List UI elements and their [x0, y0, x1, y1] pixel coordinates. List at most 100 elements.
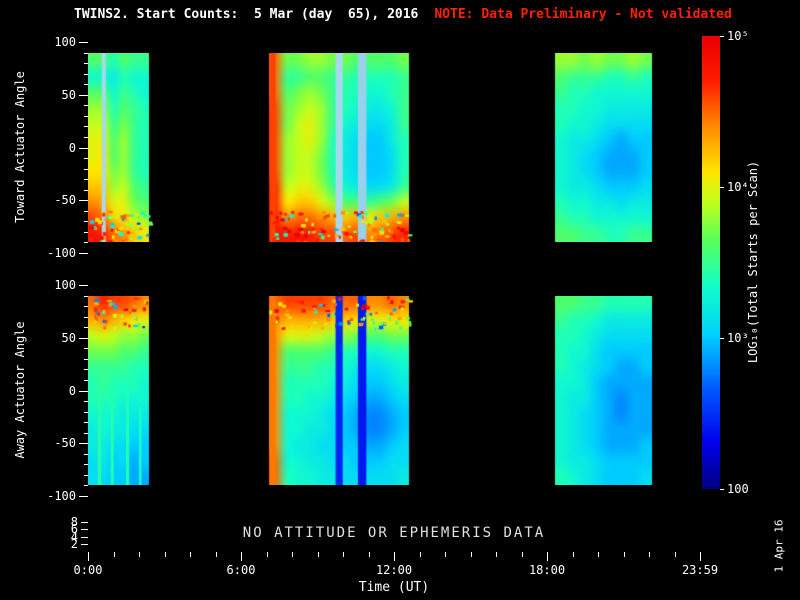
toward-y-tick — [79, 95, 88, 96]
toward-y-minor-tick — [84, 169, 88, 170]
away-y-tick-label: 0 — [68, 384, 76, 398]
away-spectrogram — [88, 296, 700, 485]
toward-y-minor-tick — [84, 137, 88, 138]
toward-spectrogram — [88, 53, 700, 242]
x-minor-tick — [675, 552, 676, 557]
away-y-tick — [79, 391, 88, 392]
toward-y-tick-label: 100 — [54, 35, 76, 49]
away-y-minor-tick — [84, 296, 88, 297]
x-tick-label: 23:59 — [681, 563, 719, 577]
away-y-minor-tick — [84, 485, 88, 486]
x-minor-tick — [369, 552, 370, 557]
x-minor-tick — [445, 552, 446, 557]
x-minor-tick — [318, 552, 319, 557]
x-tick-label: 18:00 — [528, 563, 566, 577]
away-y-minor-tick — [84, 348, 88, 349]
x-minor-tick — [598, 552, 599, 557]
x-minor-tick — [343, 552, 344, 557]
x-tick-label: 0:00 — [73, 563, 103, 577]
away-y-minor-tick — [84, 359, 88, 360]
x-minor-tick — [420, 552, 421, 557]
away-y-tick-label: -100 — [47, 489, 76, 503]
toward-y-tick — [79, 148, 88, 149]
away-y-minor-tick — [84, 327, 88, 328]
x-minor-tick — [522, 552, 523, 557]
toward-y-minor-tick — [84, 63, 88, 64]
away-y-tick — [79, 285, 88, 286]
colorbar-tick — [720, 187, 724, 188]
toward-y-tick-label: 50 — [61, 88, 76, 102]
away-y-minor-tick — [84, 380, 88, 381]
away-y-minor-tick — [84, 422, 88, 423]
away-y-minor-tick — [84, 433, 88, 434]
strip-y-tick-label: 6 — [70, 522, 78, 536]
colorbar-tick-label: 100 — [727, 482, 749, 496]
colorbar-tick-label: 10⁴ — [727, 180, 749, 194]
toward-y-minor-tick — [84, 53, 88, 54]
toward-y-minor-tick — [84, 242, 88, 243]
x-tick-label: 12:00 — [375, 563, 413, 577]
away-y-minor-tick — [84, 401, 88, 402]
no-data-strip: NO ATTITUDE OR EPHEMERIS DATA — [88, 514, 700, 552]
toward-y-minor-tick — [84, 158, 88, 159]
strip-y-tick-label: 4 — [70, 530, 78, 544]
x-minor-tick — [190, 552, 191, 557]
strip-y-tick — [81, 522, 88, 523]
away-y-minor-tick — [84, 317, 88, 318]
strip-y-tick-label: 8 — [70, 515, 78, 529]
x-minor-tick — [649, 552, 650, 557]
x-minor-tick — [573, 552, 574, 557]
colorbar-tick — [720, 36, 724, 37]
toward-y-tick-label: -100 — [47, 246, 76, 260]
away-y-tick-label: 100 — [54, 278, 76, 292]
away-y-minor-tick — [84, 369, 88, 370]
x-tick — [394, 552, 395, 561]
toward-y-tick — [79, 200, 88, 201]
colorbar — [702, 36, 720, 489]
toward-axis-label: Toward Actuator Angle — [13, 71, 27, 223]
x-minor-tick — [292, 552, 293, 557]
toward-y-tick — [79, 42, 88, 43]
away-y-tick — [79, 443, 88, 444]
strip-y-tick-label: 2 — [70, 537, 78, 551]
toward-y-minor-tick — [84, 74, 88, 75]
x-minor-tick — [496, 552, 497, 557]
x-minor-tick — [267, 552, 268, 557]
toward-y-minor-tick — [84, 84, 88, 85]
toward-y-minor-tick — [84, 126, 88, 127]
away-y-minor-tick — [84, 412, 88, 413]
strip-y-tick — [81, 529, 88, 530]
toward-y-minor-tick — [84, 105, 88, 106]
x-tick — [547, 552, 548, 561]
no-data-message: NO ATTITUDE OR EPHEMERIS DATA — [242, 525, 546, 541]
x-tick — [700, 552, 701, 561]
plot-title: TWINS2. Start Counts: 5 Mar (day 65), 20… — [74, 7, 419, 22]
x-tick — [88, 552, 89, 561]
date-stamp: 1 Apr 16 — [772, 519, 786, 573]
away-y-tick — [79, 496, 88, 497]
title-row: TWINS2. Start Counts: 5 Mar (day 65), 20… — [74, 7, 732, 22]
away-axis-label: Away Actuator Angle — [13, 321, 27, 459]
x-minor-tick — [216, 552, 217, 557]
x-minor-tick — [165, 552, 166, 557]
toward-y-minor-tick — [84, 179, 88, 180]
colorbar-tick — [720, 489, 724, 490]
away-y-tick — [79, 338, 88, 339]
away-y-tick-label: -50 — [54, 436, 76, 450]
away-y-minor-tick — [84, 464, 88, 465]
x-tick-label: 6:00 — [226, 563, 256, 577]
toward-y-minor-tick — [84, 116, 88, 117]
toward-y-tick-label: -50 — [54, 193, 76, 207]
x-tick — [241, 552, 242, 561]
colorbar-tick — [720, 338, 724, 339]
toward-y-minor-tick — [84, 232, 88, 233]
away-y-minor-tick — [84, 454, 88, 455]
toward-y-minor-tick — [84, 211, 88, 212]
away-y-minor-tick — [84, 306, 88, 307]
toward-y-tick-label: 0 — [68, 141, 76, 155]
x-minor-tick — [139, 552, 140, 557]
toward-y-minor-tick — [84, 221, 88, 222]
strip-y-tick — [81, 537, 88, 538]
x-minor-tick — [624, 552, 625, 557]
